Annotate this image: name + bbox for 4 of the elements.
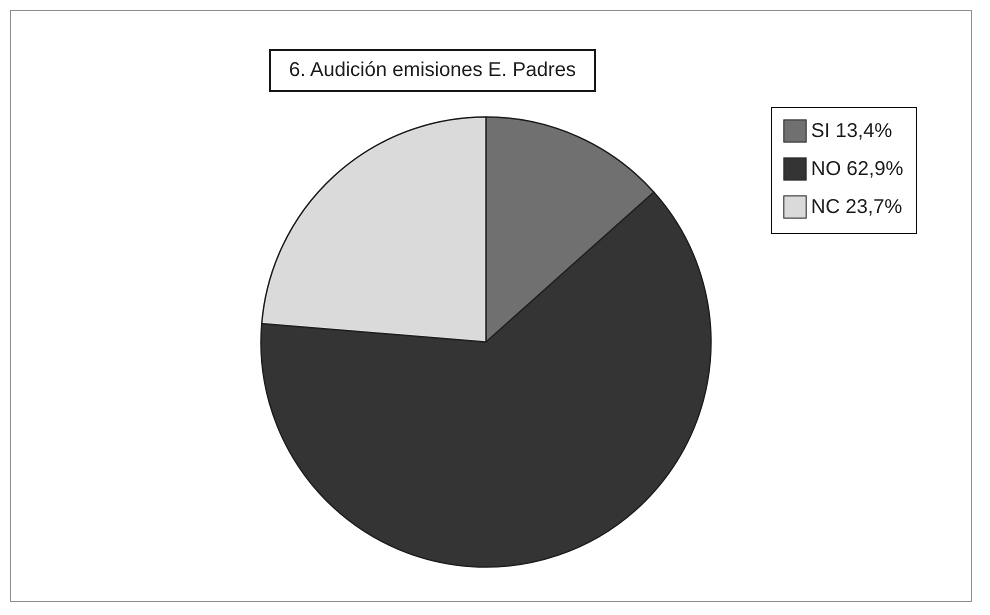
legend-label: SI 13,4% xyxy=(811,120,892,142)
chart-title: 6. Audición emisiones E. Padres xyxy=(269,49,596,92)
legend-label: NC 23,7% xyxy=(811,196,902,218)
legend-label: NO 62,9% xyxy=(811,158,904,180)
